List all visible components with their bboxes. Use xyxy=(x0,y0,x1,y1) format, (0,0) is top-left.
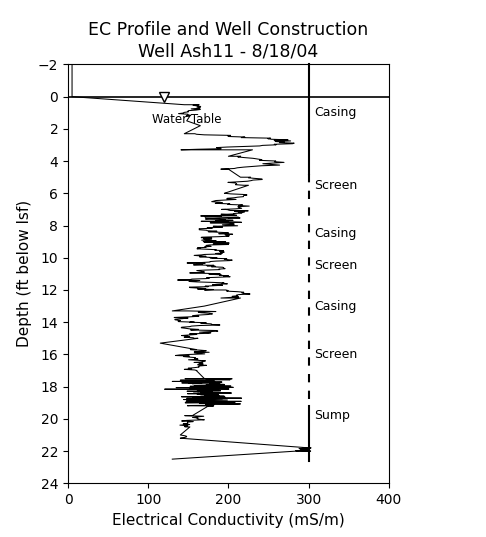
X-axis label: Electrical Conductivity (mS/m): Electrical Conductivity (mS/m) xyxy=(112,513,345,527)
Text: Screen: Screen xyxy=(314,179,358,192)
Text: Casing: Casing xyxy=(314,106,357,119)
Text: Sump: Sump xyxy=(314,409,350,422)
Text: Screen: Screen xyxy=(314,348,358,361)
Text: Casing: Casing xyxy=(314,227,357,240)
Text: Water Table: Water Table xyxy=(152,113,222,126)
Y-axis label: Depth (ft below lsf): Depth (ft below lsf) xyxy=(17,200,33,347)
Title: EC Profile and Well Construction
Well Ash11 - 8/18/04: EC Profile and Well Construction Well As… xyxy=(88,21,368,60)
Text: Casing: Casing xyxy=(314,300,357,313)
Text: Screen: Screen xyxy=(314,259,358,272)
